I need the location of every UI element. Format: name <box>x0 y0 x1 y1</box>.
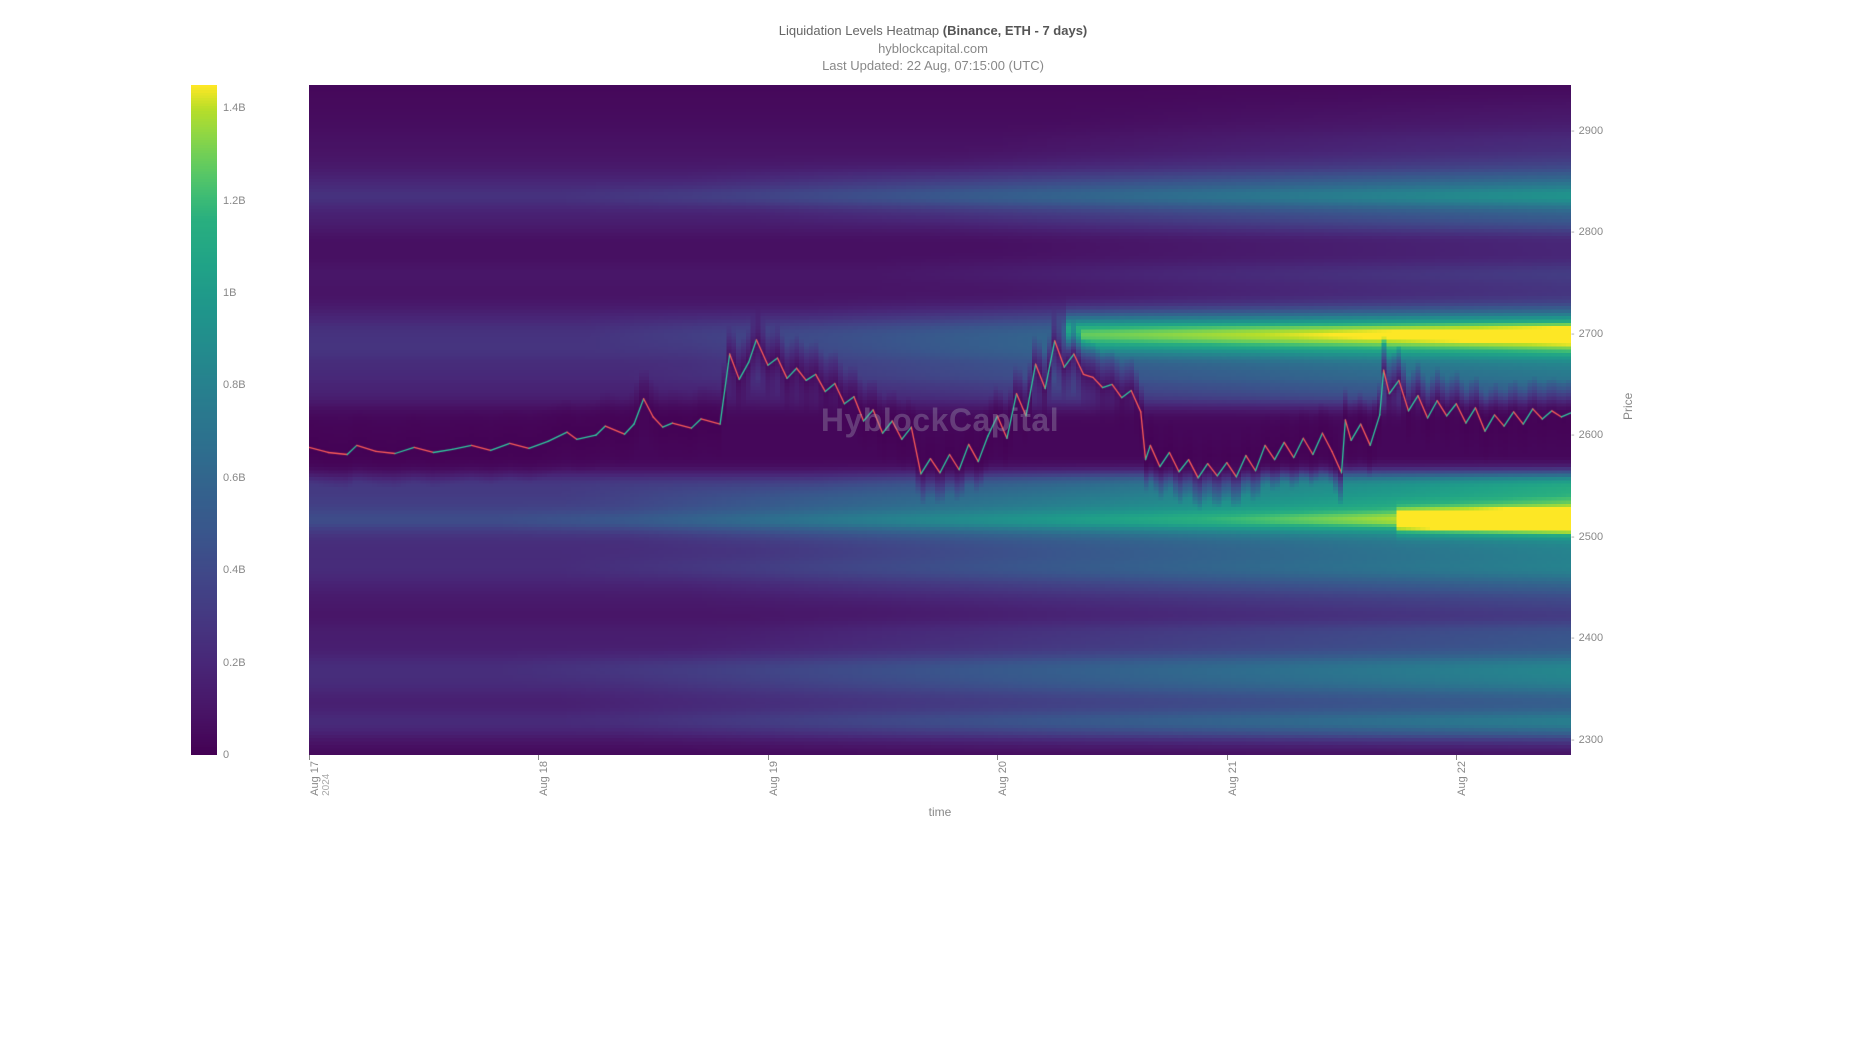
y-tick: -2700 <box>1571 328 1603 340</box>
colorbar-tick: 0 <box>223 749 229 761</box>
colorbar <box>191 85 217 755</box>
x-tick: Aug 19 <box>768 761 780 796</box>
y-tick: -2300 <box>1571 734 1603 746</box>
x-tickmark <box>1227 755 1228 760</box>
y-tick: -2900 <box>1571 125 1603 137</box>
colorbar-tick: 0.8B <box>223 379 246 391</box>
x-tick: Aug 20 <box>997 761 1009 796</box>
chart-title-prefix: Liquidation Levels Heatmap <box>779 23 943 38</box>
chart-title-bold: (Binance, ETH - 7 days) <box>943 23 1087 38</box>
x-tickmark <box>997 755 998 760</box>
colorbar-tick: 1B <box>223 287 236 299</box>
x-axis-label: time <box>309 805 1571 819</box>
x-tickmark <box>1456 755 1457 760</box>
colorbar-canvas <box>191 85 217 755</box>
y-axis-label: Price <box>1621 393 1635 420</box>
chart-subtitle: hyblockcapital.com <box>175 40 1691 58</box>
x-tick: Aug 172024 <box>309 761 332 796</box>
colorbar-tick: 0.4B <box>223 564 246 576</box>
colorbar-tick: 1.2B <box>223 195 246 207</box>
x-tickmark <box>768 755 769 760</box>
colorbar-ticks: 00.2B0.4B0.6B0.8B1B1.2B1.4B <box>223 85 273 755</box>
chart-title-block: Liquidation Levels Heatmap (Binance, ETH… <box>175 0 1691 75</box>
plot-area: HyblockCapital <box>309 85 1571 755</box>
colorbar-tick: 1.4B <box>223 102 246 114</box>
y-tick: -2500 <box>1571 531 1603 543</box>
y-tick: -2600 <box>1571 429 1603 441</box>
colorbar-tick: 0.6B <box>223 472 246 484</box>
colorbar-tick: 0.2B <box>223 657 246 669</box>
x-tickmark <box>309 755 310 760</box>
y-tick: -2400 <box>1571 632 1603 644</box>
x-tickmark <box>538 755 539 760</box>
x-tick: Aug 18 <box>538 761 550 796</box>
price-line-canvas <box>309 85 1571 755</box>
y-tick: -2800 <box>1571 226 1603 238</box>
x-tick: Aug 21 <box>1227 761 1239 796</box>
x-tick: Aug 22 <box>1456 761 1468 796</box>
chart-updated: Last Updated: 22 Aug, 07:15:00 (UTC) <box>175 57 1691 75</box>
y-axis: -2300 -2400 -2500 -2600 -2700 -2800 -2900 <box>1571 85 1641 755</box>
